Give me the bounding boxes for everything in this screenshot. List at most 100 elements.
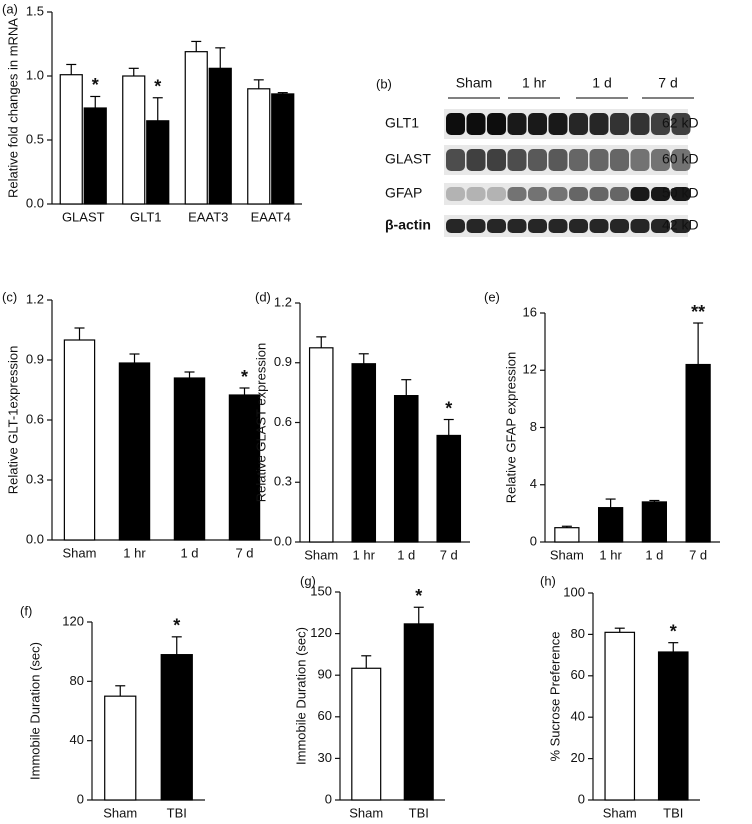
- y-tick-label: 40: [70, 732, 84, 747]
- y-tick-label: 150: [310, 583, 332, 598]
- blot-band: [446, 113, 465, 135]
- y-tick-label: 0: [578, 791, 585, 806]
- blot-band: [671, 219, 691, 233]
- panel-label: (b): [376, 76, 392, 91]
- blot-band: [548, 187, 568, 201]
- bar: [104, 695, 137, 801]
- y-tick-label: 0.9: [274, 354, 292, 369]
- y-tick-label: 0.0: [26, 195, 44, 210]
- x-tick-label: GLAST: [62, 209, 105, 224]
- x-tick-label: 1 d: [180, 545, 198, 560]
- bar: [160, 654, 193, 801]
- bar: [436, 434, 462, 543]
- bar: [59, 74, 83, 205]
- bar: [604, 631, 636, 801]
- blot-band: [446, 219, 465, 233]
- significance-label: *: [92, 75, 99, 95]
- y-tick-label: 0.3: [274, 474, 292, 489]
- blot-band: [466, 219, 486, 233]
- group-label: Sham: [456, 75, 493, 91]
- y-tick-label: 1.2: [274, 294, 292, 309]
- blot-band: [651, 219, 670, 233]
- blot-band: [630, 187, 650, 201]
- blot-band: [651, 113, 670, 135]
- blot-band: [507, 113, 527, 135]
- blot-band: [507, 187, 527, 201]
- blot-band: [630, 149, 650, 171]
- blot-band: [610, 219, 629, 233]
- bar: [597, 507, 624, 543]
- blot-band: [487, 149, 506, 171]
- row-label: GLAST: [385, 151, 431, 167]
- x-tick-label: GLT1: [130, 209, 162, 224]
- y-tick-label: 120: [62, 613, 84, 628]
- x-tick-label: TBI: [663, 805, 683, 820]
- blot-band: [630, 219, 650, 233]
- y-tick-label: 1.2: [26, 291, 44, 306]
- blot-band: [651, 187, 670, 201]
- blot-band: [671, 187, 691, 201]
- bar: [83, 107, 107, 205]
- significance-label: *: [415, 586, 422, 606]
- x-tick-label: TBI: [409, 805, 429, 820]
- y-axis-label: Relative fold changes in mRNA: [5, 18, 20, 198]
- blot-band: [610, 113, 629, 135]
- x-tick-label: Sham: [550, 547, 584, 562]
- x-tick-label: 1 hr: [599, 547, 622, 562]
- panel-label: (d): [255, 289, 271, 304]
- panel-label: (g): [300, 573, 316, 588]
- y-axis-label: Relative GLT-1expression: [5, 346, 20, 495]
- y-tick-label: 90: [318, 667, 332, 682]
- bar: [657, 651, 689, 801]
- bar: [308, 347, 334, 543]
- row-label: GFAP: [385, 185, 422, 201]
- group-label: 7 d: [658, 75, 677, 91]
- x-tick-label: 1 hr: [123, 545, 146, 560]
- significance-label: *: [173, 616, 180, 636]
- group-label: 1 d: [592, 75, 611, 91]
- y-tick-label: 0.0: [26, 531, 44, 546]
- x-tick-label: 1 hr: [353, 547, 376, 562]
- y-tick-label: 0.3: [26, 471, 44, 486]
- bar: [393, 395, 419, 543]
- x-tick-label: Sham: [63, 545, 97, 560]
- bar: [122, 75, 146, 205]
- significance-label: *: [241, 367, 248, 387]
- x-tick-label: EAAT3: [188, 209, 228, 224]
- bar: [641, 501, 668, 543]
- y-axis-label: Relative GFAP expression: [503, 352, 518, 504]
- blot-band: [487, 219, 506, 233]
- bar: [685, 363, 711, 543]
- blot-band: [671, 113, 691, 135]
- y-axis-label: Relative GLAST expression: [253, 343, 268, 502]
- blot-band: [487, 113, 506, 135]
- bar: [63, 339, 96, 541]
- size-label: 42 kD: [662, 217, 699, 233]
- blot-band: [569, 113, 588, 135]
- bar: [403, 623, 434, 801]
- y-tick-label: 16: [523, 304, 537, 319]
- y-tick-label: 8: [530, 419, 537, 434]
- bar: [208, 67, 232, 205]
- y-tick-label: 0.6: [274, 414, 292, 429]
- x-tick-label: 1 d: [397, 547, 415, 562]
- blot-band: [589, 187, 609, 201]
- blot-band: [671, 149, 691, 171]
- y-axis-label: Immobile Duration (sec): [27, 642, 42, 780]
- significance-label: *: [670, 621, 677, 641]
- bar: [271, 93, 295, 205]
- y-tick-label: 40: [571, 709, 585, 724]
- x-tick-label: Sham: [103, 805, 137, 820]
- group-label: 1 hr: [522, 75, 546, 91]
- blot-band: [528, 219, 547, 233]
- significance-label: *: [154, 77, 161, 97]
- panel-label: (h): [540, 573, 556, 588]
- blot-band: [630, 113, 650, 135]
- y-axis-label: Immobile Duration (sec): [293, 627, 308, 765]
- x-tick-label: 1 d: [645, 547, 663, 562]
- y-tick-label: 120: [310, 625, 332, 640]
- blot-band: [507, 219, 527, 233]
- bar: [554, 527, 580, 543]
- bar: [247, 88, 271, 205]
